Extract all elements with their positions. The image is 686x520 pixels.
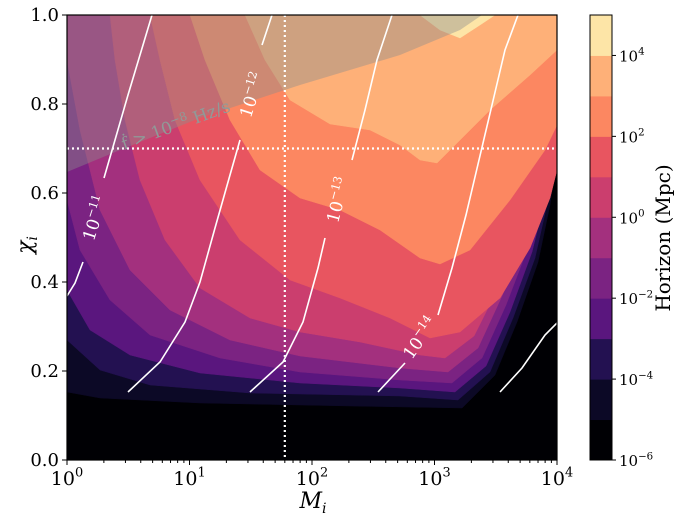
colorbar-tick-label: 100 [619, 209, 645, 228]
contour-line-4-seg-0 [499, 322, 557, 393]
colorbar-band-8 [590, 95, 612, 137]
colorbar-band-0 [590, 419, 612, 461]
colorbar-band-2 [590, 338, 612, 380]
contour-fill-level-10 [419, 15, 496, 39]
colorbar-band-1 [590, 379, 612, 421]
y-tick-label: 0.8 [30, 94, 59, 115]
contour-line-0-seg-0 [67, 261, 84, 297]
contour-line-1-seg-0 [127, 139, 241, 393]
contour-line-2-seg-1 [351, 15, 393, 161]
colorbar-tick-label: 104 [619, 47, 645, 66]
colorbar-label: Horizon (Mpc) [651, 164, 675, 311]
x-tick-label: 100 [51, 465, 83, 490]
y-axis-label: χi [13, 236, 41, 256]
contour-fill-level-9 [244, 15, 557, 164]
x-axis-label: Mi [298, 489, 326, 517]
y-tick-label: 0.6 [30, 183, 59, 204]
contour-line-3-seg-0 [377, 362, 406, 393]
colorbar-tick-label: 10−2 [619, 289, 653, 308]
contour-line-1-seg-1 [261, 15, 273, 46]
contour-line-0-seg-1 [103, 15, 153, 179]
colorbar-band-10 [590, 15, 612, 56]
colorbar-band-4 [590, 257, 612, 299]
y-tick-label: 0.2 [30, 361, 59, 382]
colorbar-band-6 [590, 176, 612, 218]
x-tick-label: 102 [296, 465, 328, 490]
colorbar-band-7 [590, 136, 612, 178]
colorbar-band-5 [590, 217, 612, 259]
x-tick-label: 104 [541, 465, 573, 490]
y-tick-label: 0.0 [30, 450, 59, 471]
colorbar-tick-label: 102 [619, 128, 645, 147]
colorbar: 10−6 10−4 10−2 100 102 104 [589, 14, 653, 470]
colorbar-tick-label: 10−4 [619, 370, 653, 389]
y-tick-label: 0.4 [30, 272, 59, 293]
colorbar-band-3 [590, 298, 612, 340]
axes: 100 101 102 103 104 0.0 0.2 0.4 0.6 0.8 1.0 [30, 5, 573, 490]
colorbar-tick-label: 10−6 [619, 451, 653, 470]
contour-line-3-seg-1 [437, 15, 519, 316]
colorbar-frame [589, 14, 613, 461]
y-tick-label: 1.0 [30, 5, 59, 26]
x-tick-label: 101 [173, 465, 205, 490]
x-tick-label: 103 [418, 465, 450, 490]
colorbar-band-9 [590, 55, 612, 97]
contour-line-2-seg-0 [249, 237, 326, 393]
